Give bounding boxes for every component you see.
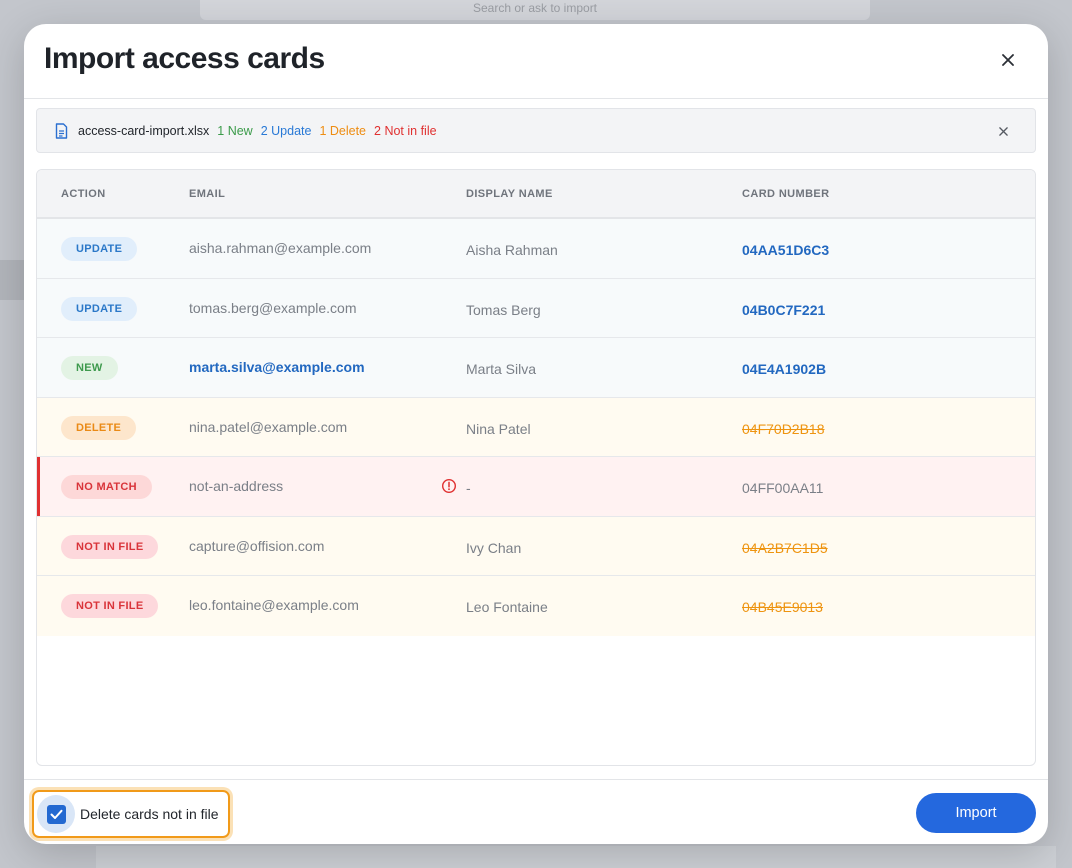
email-cell: tomas.berg@example.com [189, 299, 357, 316]
card-number-cell: 04A2B7C1D5 [742, 539, 828, 556]
dialog-close-button[interactable] [996, 48, 1020, 72]
background-bottom-strip [96, 846, 1056, 868]
table-row[interactable]: UPDATE tomas.berg@example.com Tomas Berg… [37, 278, 1035, 338]
table-row[interactable]: DELETE nina.patel@example.com Nina Patel… [37, 397, 1035, 457]
display-name-cell: Leo Fontaine [466, 599, 548, 615]
email-cell: aisha.rahman@example.com [189, 240, 372, 256]
stat-delete: 1 Delete [319, 123, 367, 138]
display-name-cell: - [466, 480, 471, 496]
action-badge-no-match: NO MATCH [61, 475, 152, 499]
card-number-cell: 04B45E9013 [742, 599, 823, 615]
file-summary-bar: access-card-import.xlsx 1 New 2 Update 1… [36, 108, 1036, 153]
action-badge-not-in-file: NOT IN FILE [61, 534, 159, 559]
import-button[interactable]: Import [916, 793, 1036, 833]
email-cell: nina.patel@example.com [189, 418, 348, 435]
table-header: ACTION EMAIL DISPLAY NAME CARD NUMBER [37, 170, 1035, 219]
table-row[interactable]: NOT IN FILE capture@offision.com Ivy Cha… [37, 516, 1035, 576]
column-header-display-name: DISPLAY NAME [466, 188, 553, 200]
checkbox-label: Delete cards not in file [80, 806, 219, 822]
email-cell: not-an-address [189, 478, 284, 494]
action-badge-not-in-file: NOT IN FILE [61, 594, 159, 618]
display-name-cell: Marta Silva [466, 361, 537, 377]
display-name-cell: Aisha Rahman [466, 242, 558, 258]
action-badge-update: UPDATE [61, 296, 138, 321]
stat-update: 2 Update [260, 123, 312, 138]
display-name-cell: Ivy Chan [466, 539, 522, 556]
table-row[interactable]: UPDATE aisha.rahman@example.com Aisha Ra… [37, 219, 1035, 279]
file-name: access-card-import.xlsx [78, 123, 210, 138]
card-number-cell: 04F70D2B18 [742, 420, 825, 437]
action-badge-update: UPDATE [61, 237, 138, 261]
column-header-email: EMAIL [189, 188, 226, 200]
stat-not-in-file: 2 Not in file [374, 123, 437, 138]
action-badge-delete: DELETE [61, 415, 137, 440]
table-row[interactable]: NOT IN FILE leo.fontaine@example.com Leo… [37, 576, 1035, 636]
dialog-footer: Delete cards not in file Import [24, 779, 1048, 844]
error-icon[interactable] [441, 478, 457, 494]
remove-file-button[interactable] [995, 123, 1011, 139]
column-header-card-number: CARD NUMBER [742, 188, 830, 200]
checkmark-icon [50, 809, 62, 819]
background-sidebar-strip [0, 260, 24, 300]
card-number-cell: 04E4A1902B [742, 361, 827, 377]
delete-not-in-file-checkbox[interactable]: Delete cards not in file [32, 790, 230, 838]
action-badge-new: NEW [61, 356, 118, 380]
import-dialog: Import access cards access-card-import.x… [24, 24, 1048, 844]
email-cell: leo.fontaine@example.com [189, 597, 359, 613]
checkbox-box[interactable] [46, 804, 66, 824]
close-icon [1002, 54, 1014, 66]
email-cell: capture@offision.com [189, 537, 325, 554]
document-icon [55, 122, 68, 139]
dialog-title: Import access cards [44, 42, 325, 75]
display-name-cell: Tomas Berg [466, 301, 541, 318]
display-name-cell: Nina Patel [466, 420, 531, 437]
card-number-cell: 04FF00AA11 [742, 480, 824, 496]
card-number-cell: 04AA51D6C3 [742, 242, 830, 258]
email-cell: marta.silva@example.com [189, 359, 365, 375]
background-search-placeholder: Search or ask to import [472, 1, 598, 15]
checkbox-focus-ring [37, 795, 75, 833]
card-number-cell: 04B0C7F221 [742, 301, 826, 318]
table-row[interactable]: NEW marta.silva@example.com Marta Silva … [37, 338, 1035, 398]
import-preview-table: ACTION EMAIL DISPLAY NAME CARD NUMBER UP… [36, 169, 1036, 766]
close-icon [998, 126, 1008, 136]
background-search-bar: Search or ask to import [200, 0, 870, 20]
dialog-header: Import access cards [24, 24, 1048, 99]
table-row[interactable]: NO MATCH not-an-address - 04FF00AA11 [37, 457, 1035, 517]
stat-new: 1 New [217, 123, 253, 138]
column-header-action: ACTION [61, 188, 106, 200]
